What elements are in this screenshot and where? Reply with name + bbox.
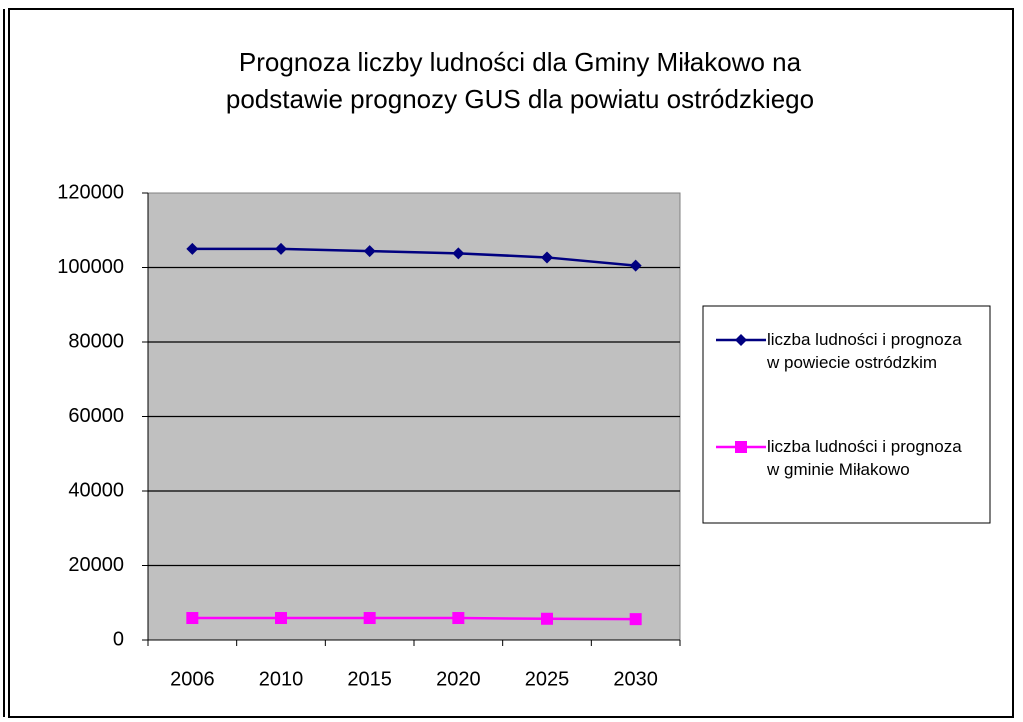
- x-tick-label: 2010: [259, 668, 304, 690]
- marker: [452, 612, 465, 625]
- legend-label: liczba ludności i prognoza w powiecie os…: [767, 330, 962, 372]
- marker: [629, 259, 642, 272]
- marker: [629, 613, 642, 626]
- marker: [452, 247, 465, 260]
- y-tick-label: 80000: [68, 330, 124, 352]
- y-tick-label: 0: [113, 628, 124, 650]
- marker: [363, 245, 376, 258]
- y-tick-label: 60000: [68, 405, 124, 427]
- legend: [702, 305, 991, 524]
- chart-title: podstawie prognozy GUS dla powiatu ostró…: [226, 84, 814, 114]
- marker: [735, 334, 747, 346]
- marker: [541, 251, 553, 264]
- y-tick-label: 100000: [57, 256, 124, 278]
- x-tick-label: 2025: [525, 668, 570, 690]
- marker: [363, 612, 376, 625]
- x-tick-label: 2030: [613, 668, 658, 690]
- legend-label: liczba ludności i prognoza w gminie Miła…: [767, 437, 962, 479]
- series-line: [192, 616, 636, 621]
- chart-title: Prognoza liczby ludności dla Gminy Miłak…: [239, 47, 802, 77]
- y-tick-label: 20000: [68, 554, 124, 576]
- x-tick-label: 2020: [436, 668, 481, 690]
- x-tick-label: 2006: [170, 668, 215, 690]
- marker: [275, 612, 287, 625]
- y-tick-label: 120000: [57, 181, 124, 203]
- marker: [735, 441, 747, 453]
- marker: [186, 612, 199, 625]
- x-tick-label: 2015: [347, 668, 392, 690]
- y-tick-label: 40000: [68, 479, 124, 501]
- marker: [186, 242, 199, 255]
- marker: [275, 242, 287, 255]
- series-line: [192, 247, 636, 267]
- marker: [541, 612, 553, 625]
